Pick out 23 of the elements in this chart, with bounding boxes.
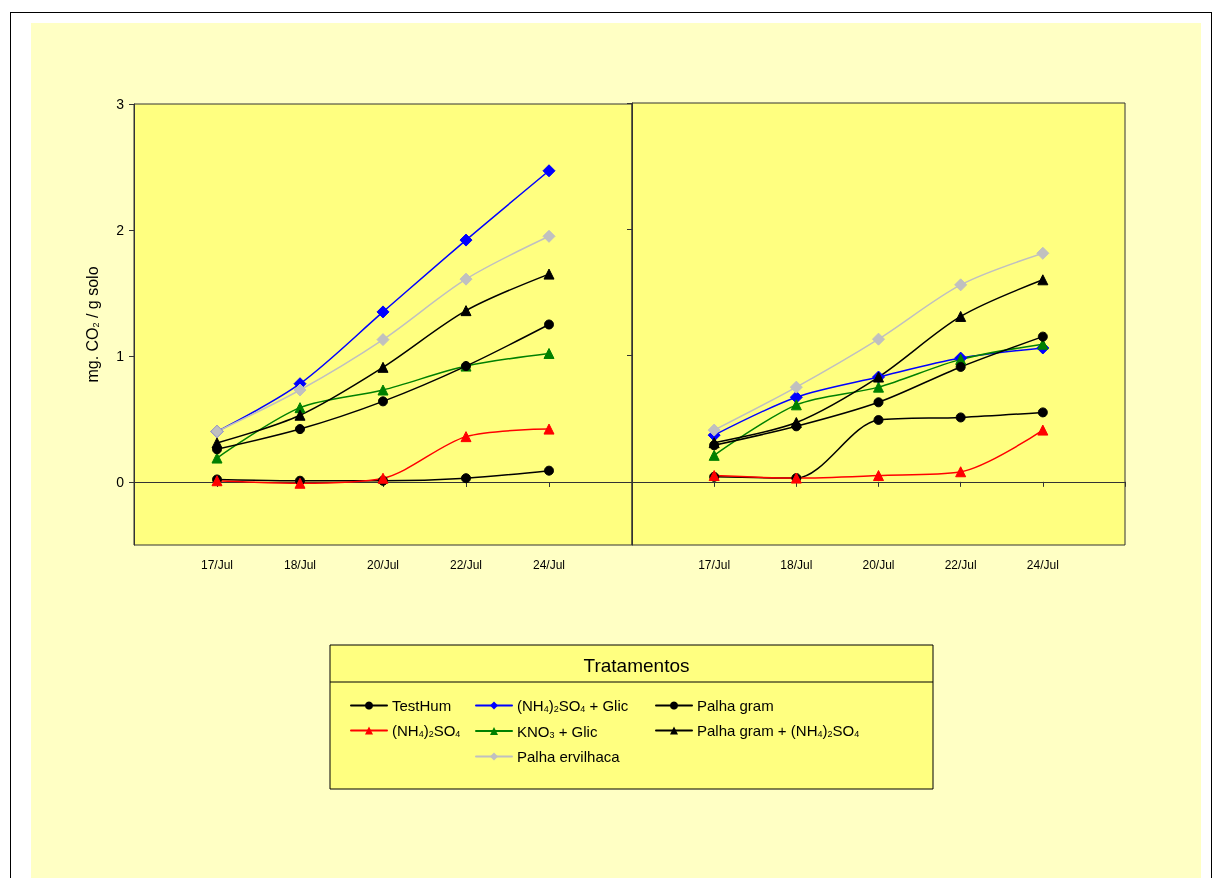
y-tick-label: 3 [116,96,125,112]
y-axis-title: mg. CO2 / g solo [83,266,101,383]
y-tick-label: 2 [116,222,125,238]
x-tick-label: 17/Jul [698,558,731,572]
x-tick-label: 20/Jul [366,558,400,572]
x-tick-label: 20/Jul [862,558,895,572]
legend-title: Tratamentos [583,655,690,676]
legend-label: (NH4)2SO4 [392,722,461,739]
x-tick-label: 22/Jul [944,558,977,572]
y-tick-label: 0 [116,474,125,490]
x-tick-label: 17/Jul [200,558,234,572]
x-tick-label: 24/Jul [532,558,566,572]
x-tick-label: 22/Jul [449,558,483,572]
legend-label: Palha gram [697,697,774,714]
legend-label: Palha gram + (NH4)2SO4 [697,722,860,739]
x-tick-label: 18/Jul [283,558,317,572]
y-tick-label: 1 [116,348,125,364]
x-tick-label: 24/Jul [1026,558,1059,572]
legend-label: Palha ervilhaca [517,748,621,765]
legend-label: KNO3 + Glic [517,722,598,740]
legend-label: (NH4)2SO4 + Glic [517,697,629,714]
legend-label: TestHum [392,697,452,714]
x-tick-label: 18/Jul [780,558,813,572]
